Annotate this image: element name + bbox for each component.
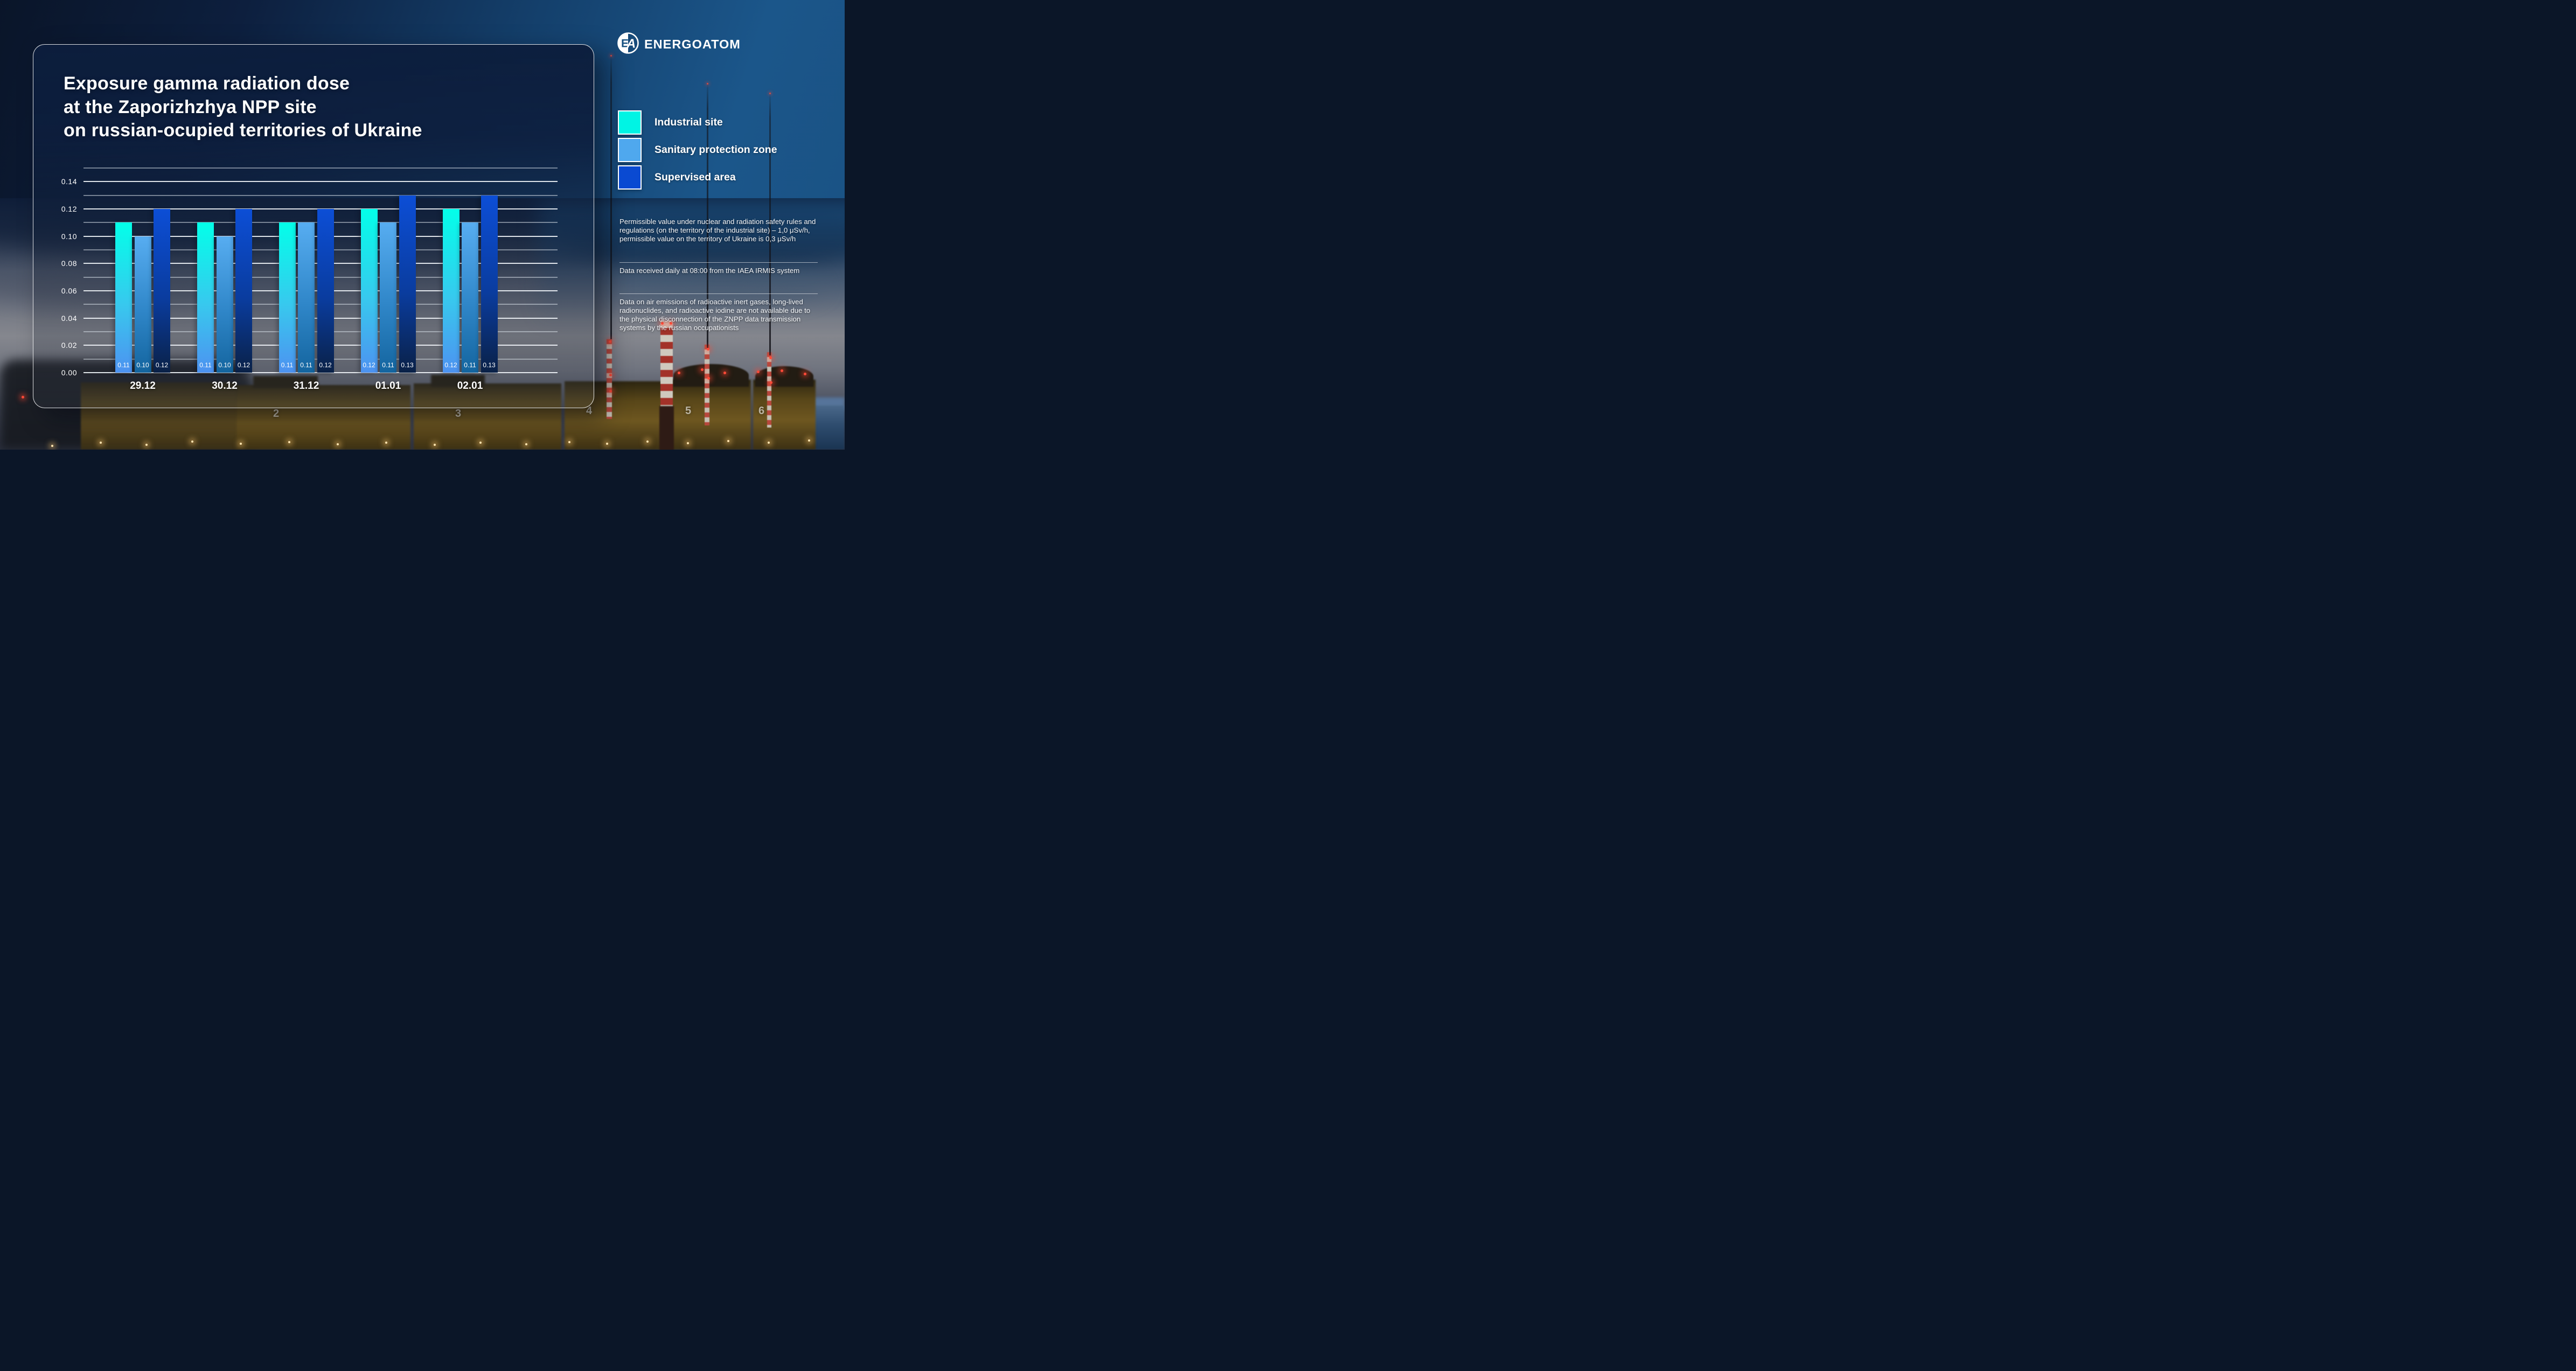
photo-reactor-dome bbox=[755, 366, 813, 387]
chart-legend: Industrial site Sanitary protection zone… bbox=[618, 110, 777, 190]
photo-red-light bbox=[770, 381, 772, 384]
svg-text:E: E bbox=[621, 38, 629, 50]
photo-chimney-base bbox=[659, 406, 674, 450]
legend-item-industrial-site: Industrial site bbox=[618, 110, 777, 135]
photo-ground-light bbox=[385, 442, 387, 444]
photo-vent-mast bbox=[610, 54, 612, 339]
photo-red-light bbox=[609, 374, 612, 376]
note-divider bbox=[619, 293, 818, 294]
photo-red-light bbox=[757, 370, 760, 373]
photo-red-light bbox=[769, 93, 771, 94]
reactor-unit-number: 4 bbox=[586, 405, 593, 417]
photo-reactor-dome bbox=[673, 364, 749, 387]
energoatom-logo-icon: E A bbox=[617, 32, 639, 57]
page-title-line: Exposure gamma radiation dose bbox=[64, 73, 350, 94]
page-title: Exposure gamma radiation dose at the Zap… bbox=[64, 72, 422, 143]
page-title-line: on russian-ocupied territories of Ukrain… bbox=[64, 120, 422, 141]
legend-label: Supervised area bbox=[655, 171, 736, 183]
photo-vent-mast bbox=[707, 82, 708, 348]
legend-swatch-supervised-area bbox=[618, 165, 642, 190]
photo-ground-light bbox=[288, 441, 290, 443]
photo-vent-stack bbox=[607, 339, 612, 419]
photo-red-light bbox=[707, 83, 708, 85]
photo-building bbox=[671, 380, 751, 450]
svg-text:A: A bbox=[626, 37, 636, 51]
photo-vent-stack bbox=[705, 345, 709, 425]
photo-red-light bbox=[609, 340, 611, 343]
photo-red-light bbox=[670, 322, 672, 325]
photo-building bbox=[753, 380, 816, 450]
page-title-line: at the Zaporizhzhya NPP site bbox=[64, 96, 317, 117]
photo-ground-light bbox=[808, 439, 810, 442]
photo-ground-light bbox=[191, 440, 193, 443]
photo-red-light bbox=[701, 368, 704, 371]
photo-ground-light bbox=[525, 443, 527, 445]
reactor-unit-number: 6 bbox=[758, 405, 765, 417]
photo-red-light bbox=[707, 377, 710, 380]
photo-vent-mast bbox=[769, 92, 771, 355]
reactor-unit-number: 2 bbox=[273, 408, 280, 419]
photo-ground-light bbox=[145, 444, 148, 446]
note-permissible-values: Permissible value under nuclear and radi… bbox=[619, 218, 816, 243]
reactor-unit-number: 3 bbox=[455, 408, 462, 419]
photo-ground-light bbox=[479, 442, 482, 444]
photo-ground-light bbox=[100, 442, 102, 444]
photo-red-light bbox=[804, 373, 806, 375]
photo-ground-light bbox=[606, 443, 608, 445]
legend-label: Industrial site bbox=[655, 116, 723, 128]
photo-red-light bbox=[723, 372, 726, 374]
infographic-stage: 2 3 4 5 6 Exposure gamma radiation dose … bbox=[0, 0, 845, 450]
photo-ground-light bbox=[568, 441, 570, 443]
photo-ground-light bbox=[240, 443, 242, 445]
photo-striped-chimney bbox=[660, 321, 673, 408]
photo-red-light bbox=[781, 369, 783, 372]
photo-ground-light bbox=[337, 443, 339, 445]
photo-ground-light bbox=[51, 445, 53, 447]
photo-red-light bbox=[661, 322, 664, 325]
photo-red-light bbox=[22, 396, 24, 398]
photo-red-light bbox=[609, 390, 612, 393]
photo-vent-stack bbox=[767, 352, 771, 428]
photo-red-light bbox=[707, 348, 709, 351]
legend-label: Sanitary protection zone bbox=[655, 144, 777, 156]
photo-ground-light bbox=[727, 440, 729, 442]
photo-ground-light bbox=[434, 444, 436, 446]
note-data-source: Data received daily at 08:00 from the IA… bbox=[619, 267, 800, 275]
reactor-unit-number: 5 bbox=[685, 405, 692, 417]
legend-item-sanitary-protection-zone: Sanitary protection zone bbox=[618, 138, 777, 162]
brand-wordmark: ENERGOATOM bbox=[644, 37, 741, 51]
photo-red-light bbox=[678, 372, 680, 374]
photo-ground-light bbox=[768, 442, 770, 444]
energoatom-logo: E A ENERGOATOM bbox=[617, 32, 741, 57]
legend-swatch-industrial-site bbox=[618, 110, 642, 135]
photo-ground-light bbox=[687, 442, 689, 444]
photo-red-light bbox=[769, 356, 772, 359]
legend-item-supervised-area: Supervised area bbox=[618, 165, 777, 190]
legend-swatch-sanitary-protection-zone bbox=[618, 138, 642, 162]
photo-red-light bbox=[610, 55, 612, 57]
photo-ground-light bbox=[646, 440, 649, 443]
note-emissions-unavailable: Data on air emissions of radioactive ine… bbox=[619, 298, 811, 332]
note-divider bbox=[619, 262, 818, 263]
